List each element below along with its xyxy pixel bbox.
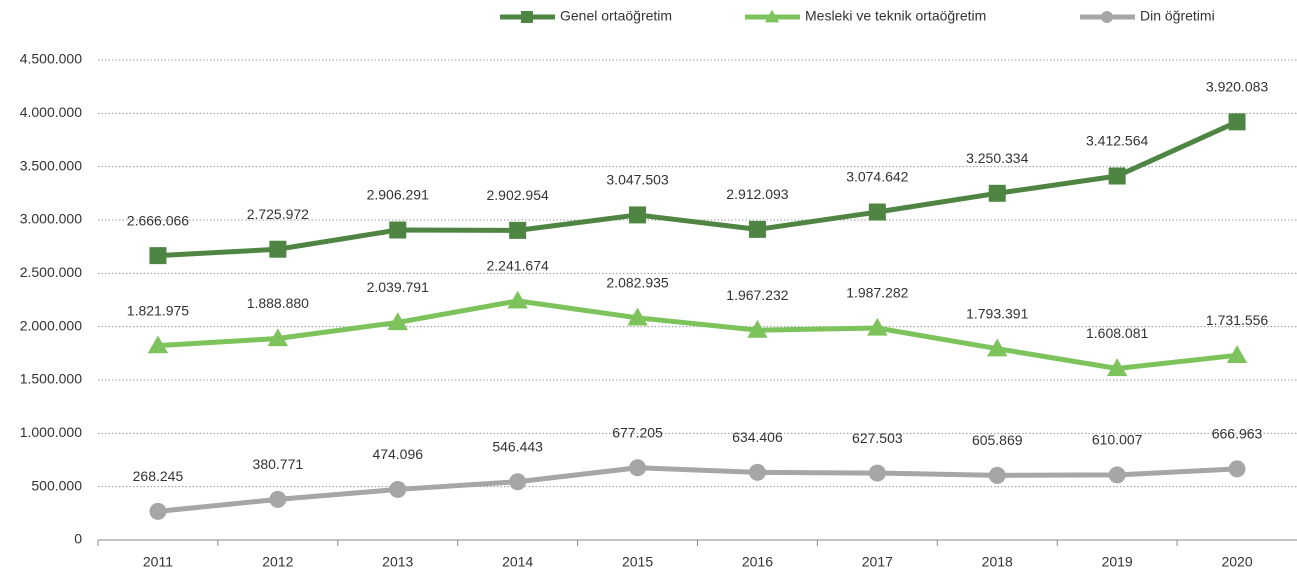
point-marker [868,464,886,482]
point-marker [1228,113,1246,131]
value-label: 2.906.291 [367,187,429,203]
y-tick-label: 3.500.000 [20,157,82,173]
value-label: 1.731.556 [1206,312,1268,328]
value-label: 605.869 [972,432,1023,448]
value-label: 380.771 [253,456,304,472]
point-marker [1226,345,1248,363]
point-marker [509,221,527,239]
x-tick-label: 2016 [742,554,773,570]
series-line [157,298,1238,371]
value-label: 2.725.972 [247,206,309,222]
point-marker [868,203,886,221]
value-label: 3.920.083 [1206,79,1268,95]
value-label: 627.503 [852,430,903,446]
value-label: 474.096 [372,446,423,462]
x-tick-label: 2020 [1221,554,1252,570]
y-tick-label: 4.000.000 [20,104,82,120]
point-marker [1106,358,1128,377]
x-tick-label: 2014 [502,554,533,570]
y-tick-label: 4.500.000 [20,51,82,67]
point-marker [389,221,407,239]
value-label: 1.821.975 [127,302,189,318]
point-marker [627,307,648,326]
value-label: 2.082.935 [606,275,668,291]
value-label: 546.443 [492,438,543,454]
legend-marker [1101,11,1113,23]
value-label: 1.967.232 [726,287,788,303]
y-tick-label: 500.000 [31,477,82,493]
point-marker [1228,460,1246,478]
point-marker [269,240,287,258]
point-marker [509,473,527,491]
value-label: 2.241.674 [487,258,549,274]
value-label: 3.412.564 [1086,133,1148,149]
value-label: 666.963 [1212,426,1263,442]
value-label: 1.987.282 [846,285,908,301]
y-tick-label: 3.000.000 [20,211,82,227]
point-marker [988,184,1006,202]
point-marker [1108,167,1126,185]
y-tick-label: 2.000.000 [20,317,82,333]
legend-marker [764,9,780,23]
x-tick-label: 2012 [262,554,293,570]
x-tick-label: 2011 [143,554,173,570]
point-marker [147,335,169,354]
value-label: 610.007 [1092,432,1143,448]
value-label: 1.888.880 [247,295,309,311]
y-tick-label: 2.500.000 [20,264,82,280]
point-marker [149,502,167,520]
x-tick-label: 2013 [382,554,413,570]
point-marker [387,312,408,331]
point-marker [507,290,528,309]
point-marker [629,459,647,477]
value-label: 2.666.066 [127,212,189,228]
value-label: 634.406 [732,429,783,445]
point-marker [629,206,647,224]
legend-marker [521,11,533,23]
x-tick-label: 2019 [1102,554,1133,570]
point-marker [748,220,766,238]
series-line [157,119,1239,259]
series-line [157,465,1238,514]
point-marker [987,338,1008,357]
value-label: 1.608.081 [1086,325,1148,341]
point-marker [269,490,287,508]
point-marker [1108,466,1126,484]
value-label: 2.039.791 [367,279,429,295]
point-marker [149,247,167,265]
value-label: 2.912.093 [726,186,788,202]
point-marker [267,328,289,347]
y-tick-label: 1.000.000 [20,424,82,440]
x-tick-label: 2015 [622,554,653,570]
value-label: 268.245 [133,468,184,484]
point-marker [747,319,768,338]
y-tick-label: 1.500.000 [20,371,82,387]
value-label: 677.205 [612,424,663,440]
x-tick-label: 2018 [982,554,1013,570]
y-tick-label: 0 [74,531,82,547]
value-label: 2.902.954 [487,187,549,203]
value-label: 3.047.503 [606,172,668,188]
legend-label: Genel ortaöğretim [560,8,672,24]
value-label: 3.074.642 [846,169,908,185]
point-marker [988,466,1006,484]
point-marker [389,480,407,498]
value-label: 1.793.391 [966,305,1028,321]
legend-label: Mesleki ve teknik ortaöğretim [805,8,986,24]
point-marker [867,317,888,336]
point-marker [748,463,766,481]
value-label: 3.250.334 [966,150,1028,166]
legend-label: Din öğretimi [1140,8,1215,24]
x-tick-label: 2017 [862,554,893,570]
